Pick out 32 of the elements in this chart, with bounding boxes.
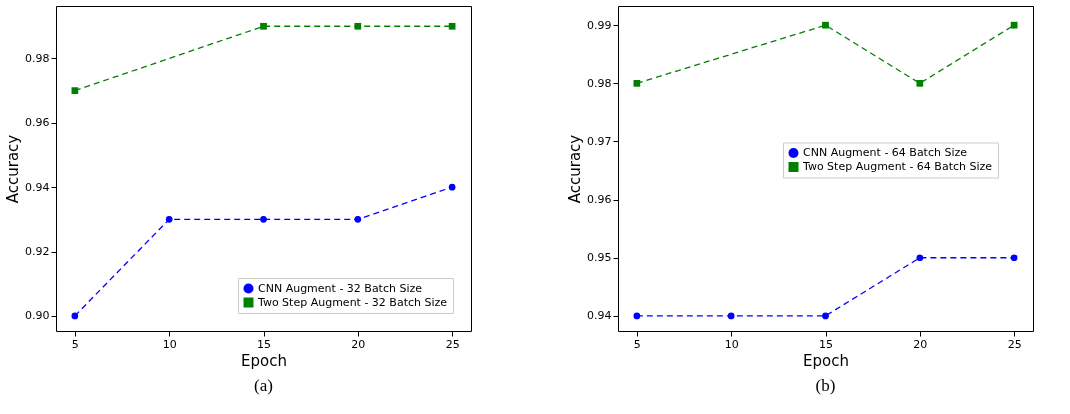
legend-label: Two Step Augment - 32 Batch Size xyxy=(257,295,448,309)
x-tick-label: 25 xyxy=(1007,337,1022,351)
y-tick-label: 0.96 xyxy=(25,116,50,130)
x-axis-title: Epoch xyxy=(803,351,849,370)
y-tick-label: 0.90 xyxy=(25,309,50,323)
y-axis-title: Accuracy xyxy=(4,134,23,204)
legend-label: Two Step Augment - 64 Batch Size xyxy=(802,160,993,173)
legend-label: CNN Augment - 64 Batch Size xyxy=(803,146,968,159)
y-tick-label: 0.95 xyxy=(587,251,612,265)
text: (a) xyxy=(254,376,273,395)
x-tick-label: 10 xyxy=(162,337,177,351)
x-tick-label: 25 xyxy=(445,337,460,351)
y-tick-label: 0.99 xyxy=(587,18,612,32)
y-tick-label: 0.94 xyxy=(25,180,50,194)
x-tick-label: 20 xyxy=(351,337,366,351)
y-tick-label: 0.94 xyxy=(587,309,612,323)
y-tick-label: 0.97 xyxy=(587,134,612,148)
x-tick-label: 15 xyxy=(257,337,271,351)
x-axis-title: Epoch xyxy=(241,351,287,370)
x-tick-label: 5 xyxy=(71,337,79,351)
y-tick-label: 0.98 xyxy=(587,76,612,90)
x-tick-label: 5 xyxy=(633,337,641,351)
text: (b) xyxy=(815,376,836,395)
y-tick-label: 0.92 xyxy=(25,245,50,259)
x-tick-label: 10 xyxy=(724,337,739,351)
x-tick-label: 20 xyxy=(913,337,928,351)
point xyxy=(260,215,267,223)
y-tick-label: 0.98 xyxy=(25,51,50,65)
y-tick-label: 0.96 xyxy=(587,193,612,207)
legend-label: CNN Augment - 32 Batch Size xyxy=(258,281,423,295)
x-tick-label: 15 xyxy=(819,337,833,351)
y-axis-title: Accuracy xyxy=(566,134,585,204)
